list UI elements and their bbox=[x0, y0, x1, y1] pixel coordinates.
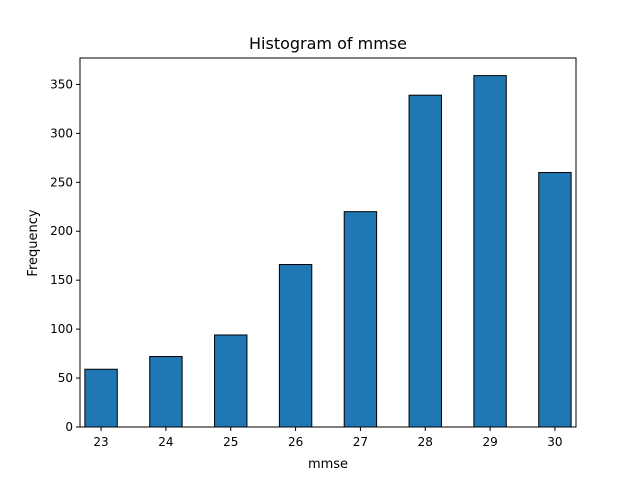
y-tick-label: 350 bbox=[50, 77, 73, 91]
histogram-bar-25 bbox=[214, 334, 248, 428]
bars-group bbox=[84, 75, 572, 428]
y-tick-label: 250 bbox=[50, 175, 73, 189]
histogram-bar-30 bbox=[538, 172, 572, 428]
y-tick-label: 150 bbox=[50, 273, 73, 287]
histogram-bar-26 bbox=[278, 264, 313, 428]
x-tick-label: 25 bbox=[223, 435, 238, 449]
y-tick-label: 50 bbox=[58, 371, 73, 385]
x-axis-ticks: 23 24 25 26 27 28 29 30 bbox=[93, 427, 563, 449]
y-tick-label: 100 bbox=[50, 322, 73, 336]
y-axis-label: Frequency bbox=[26, 209, 41, 276]
x-tick-label: 27 bbox=[353, 435, 368, 449]
plot-area-frame bbox=[79, 57, 577, 428]
histogram-bar-27 bbox=[343, 211, 378, 428]
x-tick-label: 23 bbox=[93, 435, 108, 449]
x-tick-label: 24 bbox=[158, 435, 173, 449]
y-tick-label: 0 bbox=[65, 420, 73, 434]
y-axis-ticks: 0 50 100 150 200 250 300 350 bbox=[50, 77, 80, 434]
x-tick-label: 26 bbox=[288, 435, 303, 449]
y-tick-label: 300 bbox=[50, 126, 73, 140]
histogram-bar-24 bbox=[149, 356, 183, 428]
x-tick-label: 29 bbox=[482, 435, 497, 449]
histogram-bar-23 bbox=[84, 368, 118, 428]
x-axis-label: mmse bbox=[308, 457, 348, 472]
y-tick-label: 200 bbox=[50, 224, 73, 238]
x-tick-label: 28 bbox=[418, 435, 433, 449]
histogram-bar-28 bbox=[408, 94, 442, 428]
chart-title: Histogram of mmse bbox=[249, 34, 407, 53]
x-tick-label: 30 bbox=[547, 435, 562, 449]
histogram-bar-29 bbox=[473, 75, 507, 428]
